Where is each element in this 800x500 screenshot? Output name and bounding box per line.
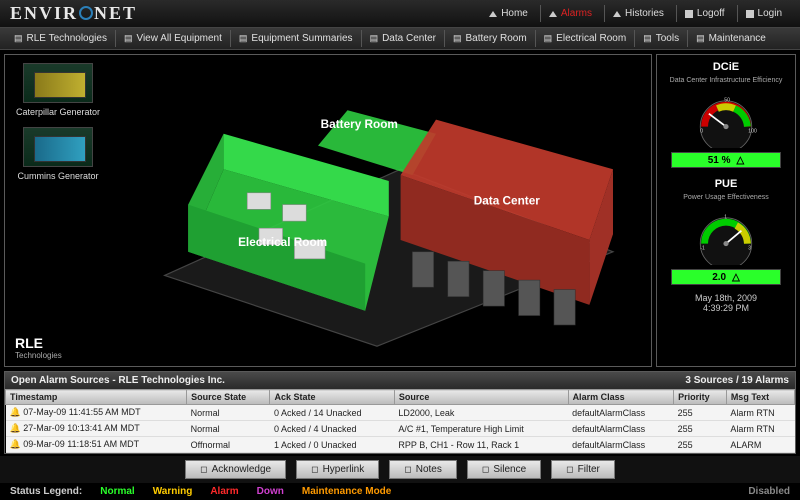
svg-text:0: 0 — [700, 129, 703, 135]
btn-filter[interactable]: ◻Filter — [551, 460, 615, 479]
tool-tools[interactable]: ▤Tools — [634, 30, 687, 47]
legend-down: Down — [257, 486, 284, 497]
top-nav: HomeAlarmsHistoriesLogoffLogin — [481, 5, 790, 22]
pue-value: 2.0△ — [671, 269, 781, 285]
legend-alarm: Alarm — [210, 486, 238, 497]
floorplan-panel: Caterpillar Generator Cummins Generator — [4, 54, 652, 367]
label-data: Data Center — [474, 195, 541, 208]
col-timestamp[interactable]: Timestamp — [6, 390, 187, 405]
btn-silence[interactable]: ◻Silence — [467, 460, 541, 479]
nav-logoff[interactable]: Logoff — [676, 5, 733, 22]
thumb-cummins-generator[interactable]: Cummins Generator — [13, 127, 103, 181]
nav-login[interactable]: Login — [737, 5, 790, 22]
tool-icon: ▤ — [239, 33, 248, 44]
alarms-icon — [549, 11, 557, 17]
legend-warning: Warning — [153, 486, 193, 497]
logoff-icon — [685, 10, 693, 18]
dcie-gauge: 0 100 50 — [681, 88, 771, 148]
thumb-label: Caterpillar Generator — [13, 107, 103, 117]
tool-icon: ▤ — [124, 33, 133, 44]
thumb-image — [23, 127, 93, 167]
brand-logo: ENVIRNET — [10, 3, 137, 24]
label-battery: Battery Room — [321, 118, 398, 131]
tool-maintenance[interactable]: ▤Maintenance — [687, 30, 774, 47]
label-electrical: Electrical Room — [238, 236, 327, 249]
svg-text:-1: -1 — [700, 246, 705, 252]
bell-icon: 🔔 — [10, 439, 24, 449]
alarm-panel-count: 3 Sources / 19 Alarms — [685, 375, 789, 386]
status-legend: Status Legend: NormalWarningAlarmDownMai… — [0, 483, 800, 500]
pue-title: PUE — [715, 178, 738, 190]
tool-icon: ▤ — [14, 33, 23, 44]
tool-view-all-equipment[interactable]: ▤View All Equipment — [115, 30, 230, 47]
tool-icon: ▤ — [453, 33, 462, 44]
col-priority[interactable]: Priority — [674, 390, 727, 405]
tool-icon: ▤ — [370, 33, 379, 44]
tool-icon: ▤ — [544, 33, 553, 44]
svg-text:3: 3 — [748, 246, 751, 252]
home-icon — [489, 11, 497, 17]
dcie-value: 51 %△ — [671, 152, 781, 168]
legend-normal: Normal — [100, 486, 134, 497]
nav-home[interactable]: Home — [481, 5, 536, 22]
btn-hyperlink[interactable]: ◻Hyperlink — [296, 460, 379, 479]
pue-gauge: -1 3 1 — [681, 205, 771, 265]
col-alarm-class[interactable]: Alarm Class — [568, 390, 674, 405]
isometric-view[interactable]: Battery Room Electrical Room Data Center — [111, 63, 643, 358]
histories-icon — [613, 11, 621, 17]
btn-notes[interactable]: ◻Notes — [389, 460, 457, 479]
toolbar: ▤RLE Technologies▤View All Equipment▤Equ… — [0, 28, 800, 50]
table-row[interactable]: 🔔 09-Mar-09 11:18:51 AM MDTOffnormal1 Ac… — [6, 437, 795, 453]
bell-icon: 🔔 — [10, 423, 24, 433]
pue-sub: Power Usage Effectiveness — [683, 194, 768, 201]
tool-battery-room[interactable]: ▤Battery Room — [444, 30, 535, 47]
dcie-sub: Data Center Infrastructure Efficiency — [670, 77, 783, 84]
table-row[interactable]: 🔔 07-May-09 11:41:55 AM MDTNormal0 Acked… — [6, 405, 795, 421]
svg-text:1: 1 — [724, 215, 727, 221]
tool-equipment-summaries[interactable]: ▤Equipment Summaries — [230, 30, 361, 47]
legend-maint: Maintenance Mode — [302, 486, 391, 497]
datetime: May 18th, 2009 4:39:29 PM — [695, 293, 757, 313]
hyperlink-icon: ◻ — [311, 464, 318, 475]
gauge-panel: DCiE Data Center Infrastructure Efficien… — [656, 54, 796, 367]
tool-electrical-room[interactable]: ▤Electrical Room — [535, 30, 635, 47]
tool-data-center[interactable]: ▤Data Center — [361, 30, 444, 47]
filter-icon: ◻ — [566, 464, 573, 475]
col-source-state[interactable]: Source State — [187, 390, 270, 405]
tool-icon: ▤ — [643, 33, 652, 44]
nav-alarms[interactable]: Alarms — [540, 5, 600, 22]
header: ENVIRNET HomeAlarmsHistoriesLogoffLogin — [0, 0, 800, 28]
svg-text:100: 100 — [748, 129, 757, 135]
login-icon — [746, 10, 754, 18]
alarm-table[interactable]: TimestampSource StateAck StateSourceAlar… — [5, 389, 795, 453]
btn-acknowledge[interactable]: ◻Acknowledge — [185, 460, 286, 479]
alarm-panel: Open Alarm Sources - RLE Technologies In… — [4, 371, 796, 454]
thumb-image — [23, 63, 93, 103]
bell-icon: 🔔 — [10, 407, 24, 417]
svg-text:50: 50 — [724, 98, 730, 104]
table-row[interactable]: 🔔 27-Mar-09 10:13:41 AM MDTNormal0 Acked… — [6, 421, 795, 437]
col-msg-text[interactable]: Msg Text — [726, 390, 794, 405]
rle-logo: RLE Technologies — [15, 335, 62, 360]
col-ack-state[interactable]: Ack State — [270, 390, 394, 405]
acknowledge-icon: ◻ — [200, 464, 207, 475]
tool-rle-technologies[interactable]: ▤RLE Technologies — [6, 30, 115, 47]
alarm-panel-title: Open Alarm Sources - RLE Technologies In… — [11, 375, 225, 386]
silence-icon: ◻ — [482, 464, 489, 475]
thumb-label: Cummins Generator — [13, 171, 103, 181]
generator-thumbs: Caterpillar Generator Cummins Generator — [13, 63, 103, 358]
dcie-title: DCiE — [713, 61, 739, 73]
nav-histories[interactable]: Histories — [604, 5, 672, 22]
col-source[interactable]: Source — [394, 390, 568, 405]
notes-icon: ◻ — [404, 464, 411, 475]
action-bar: ◻Acknowledge ◻Hyperlink ◻Notes ◻Silence ◻Fil… — [0, 456, 800, 483]
thumb-caterpillar-generator[interactable]: Caterpillar Generator — [13, 63, 103, 117]
tool-icon: ▤ — [696, 33, 705, 44]
